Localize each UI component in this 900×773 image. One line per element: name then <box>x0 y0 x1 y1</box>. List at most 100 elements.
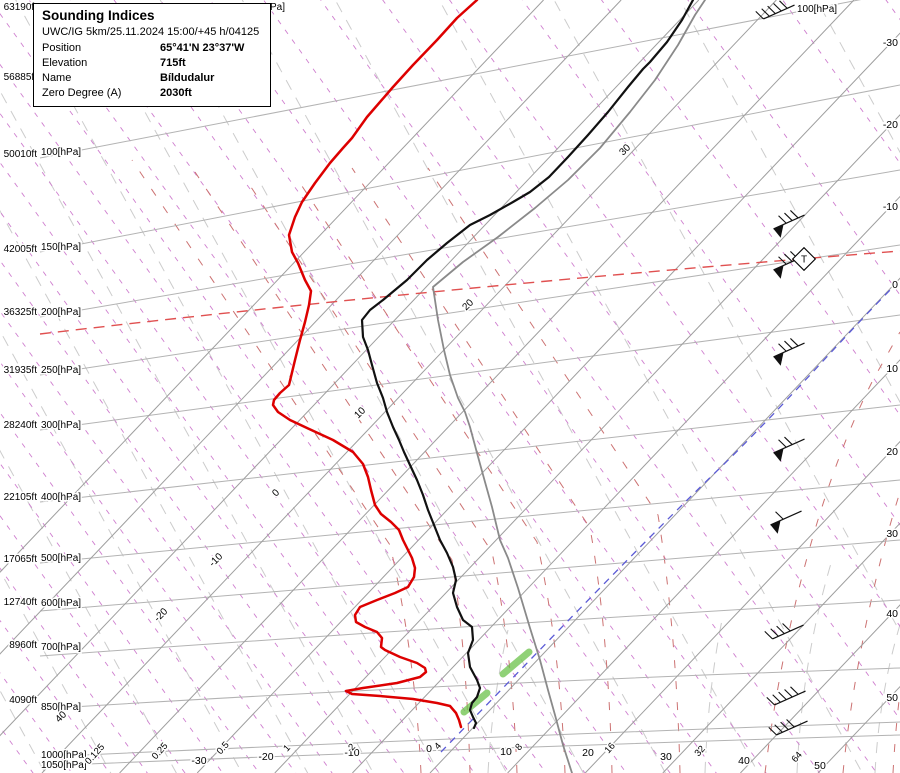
altitude-label: 17065ft <box>4 554 38 565</box>
gray-dashed-line <box>0 209 309 773</box>
green-highlight-segment <box>460 689 491 716</box>
gray-dashed-line <box>679 0 900 404</box>
moist-adiabat-line <box>131 159 422 773</box>
isotherm-line <box>0 0 622 655</box>
moist-adiabat-line <box>244 177 518 773</box>
wind-barb <box>768 719 808 736</box>
wind-barb <box>773 436 805 462</box>
altitude-label: 36325ft <box>4 307 38 318</box>
altitude-label: 12740ft <box>4 597 38 608</box>
isobar-line <box>39 539 900 612</box>
isotherm-line <box>817 685 900 773</box>
altitude-label: 42005ft <box>4 244 38 255</box>
isotherm-line <box>740 604 900 773</box>
altitude-label: 28240ft <box>4 420 38 431</box>
right-temp-label: 50 <box>886 692 898 704</box>
right-temp-label: -20 <box>883 119 898 131</box>
pressure-label: 1000[hPa] <box>41 750 87 761</box>
green-highlight-segment <box>499 648 533 678</box>
bottom-temp-label: 20 <box>582 747 594 759</box>
box-title: Sounding Indices <box>42 8 155 23</box>
adiabat-label: 30 <box>617 142 633 158</box>
isotherm-line <box>507 359 900 773</box>
gray-dashed-curve <box>796 559 833 773</box>
info-row-zero-degree: Zero Degree (A) 2030ft <box>42 86 262 101</box>
model-run-line: UWC/IG 5km/25.11.2024 15:00/+45 h/04125 <box>42 26 260 38</box>
top-right-pressure-label: 100[hPa] <box>797 4 837 15</box>
adiabat-label: -20 <box>152 606 170 624</box>
mixing-ratio-label: 32 <box>693 744 708 759</box>
bottom-temp-label: 10 <box>500 746 512 758</box>
wind-barb <box>755 0 795 20</box>
right-temp-label: 30 <box>886 528 898 540</box>
pressure-label: 700[hPa] <box>41 642 81 653</box>
bottom-temp-label: 40 <box>738 755 750 767</box>
info-row-elevation: Elevation 715ft <box>42 56 262 71</box>
right-temp-label: 40 <box>886 608 898 620</box>
isobar-line <box>39 244 900 376</box>
isotherm-line <box>584 440 900 773</box>
altitude-label: 8960ft <box>9 640 37 651</box>
bottom-temp-label: -20 <box>258 751 273 763</box>
right-temp-label: 20 <box>886 446 898 458</box>
mixing-ratio-label: 64 <box>790 750 805 765</box>
tropopause-diamond-icon <box>791 246 817 272</box>
isobar-line <box>39 314 900 431</box>
gray-dashed-line <box>0 329 243 773</box>
isotherm-line <box>662 522 900 773</box>
right-temp-label: 0 <box>892 279 898 291</box>
info-value: Bíldudalur <box>160 72 215 84</box>
dry-adiabat-line <box>0 619 111 773</box>
info-label: Zero Degree (A) <box>42 87 122 99</box>
dry-adiabat-line <box>0 726 34 773</box>
mixing-ratio-label: 16 <box>603 741 618 756</box>
altitude-label: 56885ft <box>4 72 38 83</box>
pressure-label: 600[hPa] <box>41 598 81 609</box>
altitude-label: 63190ft <box>4 2 38 13</box>
moist-adiabat-line <box>764 331 900 773</box>
bottom-temp-label: -30 <box>191 755 206 767</box>
isobar-line <box>39 169 900 318</box>
wind-barb <box>773 210 805 238</box>
info-label: Position <box>42 42 82 54</box>
pressure-label: 150[hPa] <box>41 242 81 253</box>
parcel-reference-curve <box>432 0 706 773</box>
bottom-temp-label: 0 <box>426 743 432 755</box>
isotherm-line <box>0 0 544 573</box>
mixing-ratio-label: 0.5 <box>215 740 232 757</box>
pressure-label: 1050[hPa] <box>41 760 87 771</box>
isotherm-line <box>352 195 900 773</box>
pressure-label: 850[hPa] <box>41 702 81 713</box>
wind-barb <box>764 623 804 640</box>
isotherm-line <box>429 277 900 773</box>
moist-adiabat-line <box>892 688 900 773</box>
adiabat-label: -10 <box>207 551 225 569</box>
dry-adiabat-line <box>0 567 148 773</box>
isotherm-line <box>274 114 900 773</box>
sounding-indices-box: Sounding Indices UWC/IG 5km/25.11.2024 1… <box>33 3 271 107</box>
altitude-label: 31935ft <box>4 365 38 376</box>
clipped-pressure-label: Pa] <box>270 2 285 13</box>
info-row-name: Name Bíldudalur <box>42 71 262 86</box>
tropopause-marker-label: T <box>801 255 807 266</box>
mixing-ratio-label: 0.25 <box>150 741 171 762</box>
info-value: 715ft <box>160 57 186 69</box>
